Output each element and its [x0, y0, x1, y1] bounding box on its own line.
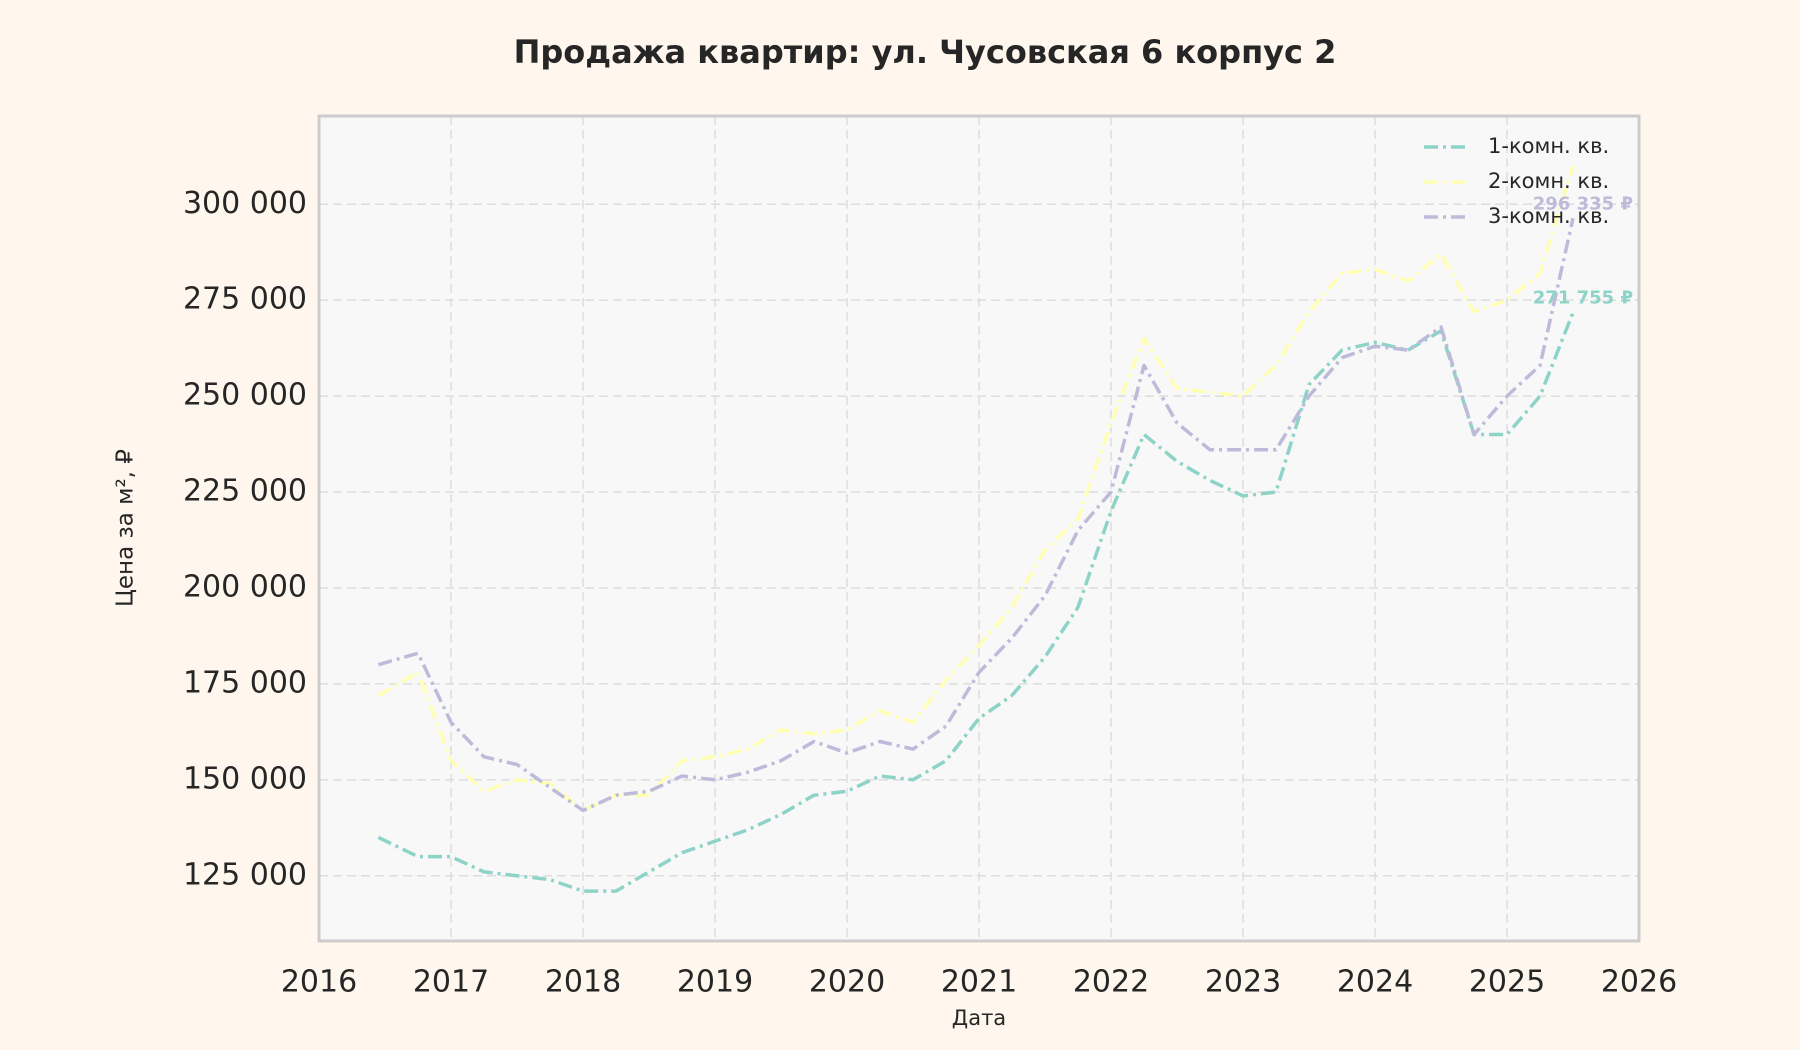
series-line	[377, 165, 1575, 813]
x-tick-label: 2019	[677, 965, 753, 1000]
x-tick-label: 2022	[1073, 965, 1149, 1000]
y-tick-label: 200 000	[183, 569, 307, 604]
x-axis-label: Дата	[952, 1006, 1006, 1030]
legend-label: 2-комн. кв.	[1488, 169, 1609, 193]
y-axis-label: Цена за м², ₽	[113, 449, 139, 607]
chart-title: Продажа квартир: ул. Чусовская 6 корпус …	[514, 33, 1337, 71]
end-value-label: 271 755 ₽	[1533, 288, 1633, 309]
series-line	[377, 217, 1575, 813]
y-tick-label: 300 000	[183, 186, 307, 221]
x-tick-label: 2021	[941, 965, 1017, 1000]
y-tick-label: 175 000	[183, 665, 307, 700]
series-line	[377, 311, 1575, 893]
x-tick-label: 2025	[1469, 965, 1545, 1000]
end-value-label: 296 335 ₽	[1533, 193, 1633, 214]
x-tick-label: 2016	[281, 965, 357, 1000]
x-tick-label: 2024	[1337, 965, 1413, 1000]
legend-label: 1-комн. кв.	[1488, 134, 1609, 158]
y-tick-label: 225 000	[183, 474, 307, 509]
y-tick-label: 250 000	[183, 378, 307, 413]
y-tick-label: 275 000	[183, 282, 307, 317]
x-tick-label: 2018	[545, 965, 621, 1000]
lines	[377, 165, 1575, 893]
y-tick-label: 125 000	[183, 857, 307, 892]
x-tick-label: 2020	[809, 965, 885, 1000]
plot-frame	[317, 114, 1641, 943]
x-tick-label: 2023	[1205, 965, 1281, 1000]
x-tick-label: 2026	[1601, 965, 1677, 1000]
legend: 1-комн. кв. 2-комн. кв. 3-комн. кв.	[1424, 134, 1609, 228]
grid	[318, 116, 1640, 941]
legend-label: 3-комн. кв.	[1488, 204, 1609, 228]
x-tick-label: 2017	[413, 965, 489, 1000]
y-tick-label: 150 000	[183, 761, 307, 796]
